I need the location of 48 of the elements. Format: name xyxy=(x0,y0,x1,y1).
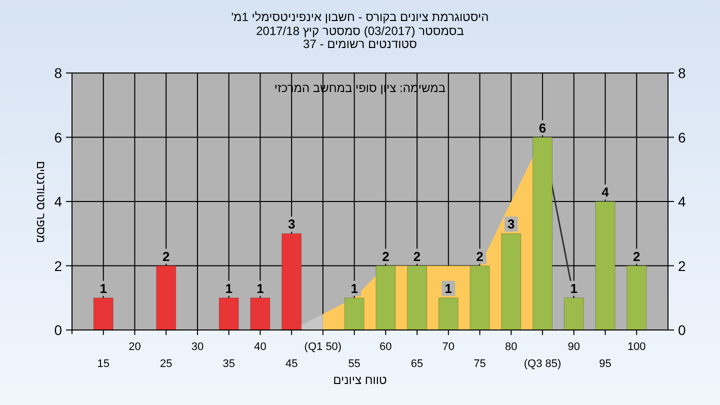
data-label: 1 xyxy=(350,280,358,296)
data-label: 3 xyxy=(288,216,296,232)
data-label: 3 xyxy=(508,216,515,232)
y2-tick-label: 0 xyxy=(678,322,686,338)
chart-subtitle: בסמסטר (03/2017) סמסטר קיץ 2017/18 xyxy=(256,24,464,38)
data-label: 1 xyxy=(444,280,452,296)
data-label: 1 xyxy=(225,280,232,296)
x-tick-label: 55 xyxy=(348,358,360,370)
text: סטודנטים רשומים - 37 xyxy=(303,37,418,51)
x-tick-label: 15 xyxy=(97,358,110,370)
chart-title: היסטוגרמת ציונים בקורס - חשבון אינפיניטסימלי 1מ' xyxy=(231,10,489,24)
data-label: 2 xyxy=(413,248,421,264)
x-tick-label: 70 xyxy=(442,341,455,353)
y-tick-label: 6 xyxy=(54,129,62,146)
y-tick-label: 0 xyxy=(54,322,62,338)
x-tick-label: 60 xyxy=(380,341,392,353)
y2-tick-label: 8 xyxy=(678,65,686,81)
x-tick-label: 35 xyxy=(222,358,235,370)
x-tick-label: 75 xyxy=(474,358,486,370)
y2-tick-label: 2 xyxy=(678,258,686,274)
y2-tick-label: 6 xyxy=(678,129,686,146)
data-label: 1 xyxy=(570,280,578,296)
x-tick-label: 45 xyxy=(285,358,298,370)
data-label: 1 xyxy=(100,280,107,296)
y-tick-label: 2 xyxy=(54,258,62,274)
data-label: 2 xyxy=(476,248,484,264)
y-axis-title: מספר סטודנטים xyxy=(34,160,48,244)
data-label: 6 xyxy=(538,120,546,136)
x-tick-label: 40 xyxy=(254,341,266,353)
x-axis-title: טווח ציונים xyxy=(333,373,388,387)
x-tick-label: (Q1 50) xyxy=(304,341,342,353)
x-tick-label: 90 xyxy=(568,341,580,353)
x-tick-label: 95 xyxy=(599,358,612,370)
data-label: 4 xyxy=(602,184,610,200)
y2-tick-label: 4 xyxy=(678,194,686,210)
x-tick-label: 25 xyxy=(160,358,172,370)
x-tick-label: 80 xyxy=(505,341,518,353)
data-label: 2 xyxy=(382,248,390,264)
y-tick-label: 4 xyxy=(54,194,62,210)
data-label: 1 xyxy=(256,280,264,296)
y-tick-label: 8 xyxy=(54,65,62,81)
data-label: 2 xyxy=(633,248,640,264)
x-tick-label: 30 xyxy=(191,341,204,353)
x-tick-label: (Q3 85) xyxy=(524,358,562,370)
x-tick-label: 100 xyxy=(627,341,646,353)
data-label: 2 xyxy=(162,248,170,264)
x-tick-label: 20 xyxy=(128,341,141,353)
x-tick-label: 65 xyxy=(410,358,424,370)
